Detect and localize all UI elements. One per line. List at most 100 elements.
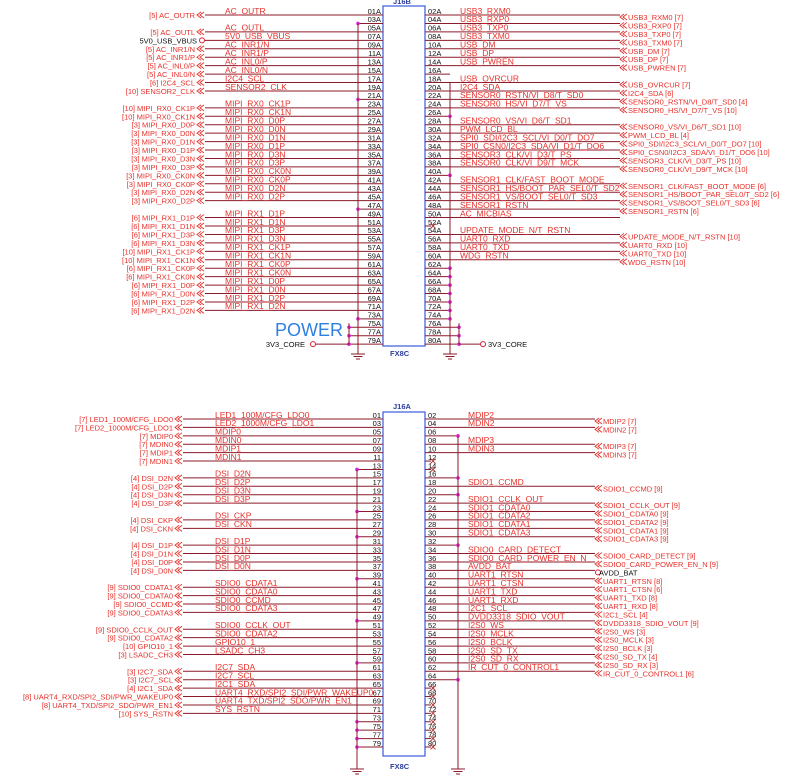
pin-number: 77A bbox=[368, 328, 381, 337]
offpage-label: UART0_TXD [10] bbox=[628, 249, 686, 258]
offpage-arrow-icon bbox=[174, 457, 183, 465]
pin-number: 43A bbox=[368, 184, 381, 193]
pin-number: 37 bbox=[373, 562, 381, 571]
offpage-label: SPI0_SDI/I2C3_SCL/VI_D0/T_DO7 [10] bbox=[628, 140, 761, 149]
net-label: MIPI_RX0_D1N bbox=[225, 132, 285, 142]
net-label: UART4_TXD/SPI2_SDO/PWR_EN1 bbox=[215, 696, 352, 706]
offpage-arrow-icon bbox=[196, 11, 205, 19]
offpage-label: [10] MIPI_RX1_CK1P bbox=[122, 247, 195, 256]
pin-number: 39 bbox=[373, 571, 381, 580]
net-label: MIPI_RX1_CK1N bbox=[225, 251, 291, 261]
pin-number: 29A bbox=[368, 125, 381, 134]
pin-number: 30 bbox=[428, 529, 436, 538]
offpage-label: USB3_TXM0 [7] bbox=[628, 38, 682, 47]
pin-number: 23 bbox=[373, 503, 381, 512]
connector-ref: J16B bbox=[393, 0, 412, 6]
offpage-label: PWM_LCD_BL [4] bbox=[628, 131, 689, 140]
offpage-label: SDIO1_CCMD [9] bbox=[603, 484, 663, 493]
net-label: MDIN0 bbox=[215, 435, 242, 445]
net-label: SDIO1_CCMD bbox=[468, 477, 524, 487]
offpage-label: SDIO0_CARD_POWER_EN_N [9] bbox=[603, 560, 718, 569]
offpage-label: [3] MIPI_RX0_D3N bbox=[131, 154, 195, 163]
offpage-label: [9] SDIO0_CDATA0 bbox=[107, 592, 173, 601]
pin-number: 44 bbox=[428, 587, 436, 596]
pin-number: 06A bbox=[428, 24, 441, 33]
net-label: MDIP1 bbox=[215, 443, 241, 453]
offpage-label: UART1_RTSN [8] bbox=[603, 577, 662, 586]
net-label: DSI_D0N bbox=[215, 561, 251, 571]
offpage-label: [6] MIPI_RX1_D3N bbox=[131, 239, 195, 248]
offpage-arrow-icon bbox=[619, 182, 628, 190]
net-label: AC_OUTL bbox=[225, 23, 264, 33]
offpage-label: USB3_RXP0 [7] bbox=[628, 21, 682, 30]
offpage-arrow-icon bbox=[174, 642, 183, 650]
net-label: I2S0_BCLK bbox=[468, 637, 513, 647]
pin-number: 14A bbox=[428, 57, 441, 66]
net-label: SENSOR2_CLK bbox=[225, 82, 287, 92]
net-label: AC_MICBIAS bbox=[460, 208, 512, 218]
pin-number: 71A bbox=[368, 302, 381, 311]
pin-number: 54A bbox=[428, 226, 441, 235]
offpage-arrow-icon bbox=[174, 634, 183, 642]
pin-number: 78 bbox=[428, 730, 436, 739]
offpage-label: WDG_RSTN [10] bbox=[628, 258, 686, 267]
offpage-arrow-icon bbox=[594, 669, 603, 677]
pin-number: 41 bbox=[373, 579, 381, 588]
net-label: MIPI_RX0_D1P bbox=[225, 141, 285, 151]
pin-number: 66A bbox=[428, 277, 441, 286]
pin-number: 77 bbox=[373, 730, 381, 739]
no-connect-icon bbox=[430, 685, 436, 691]
offpage-arrow-icon bbox=[619, 38, 628, 46]
offpage-label: SENSOR0_HS/VI_D7/T_VS [10] bbox=[628, 106, 737, 115]
no-connect-icon bbox=[430, 710, 436, 717]
offpage-label: MDIP3 [7] bbox=[603, 442, 636, 451]
net-label: PWM_LCD_BL bbox=[460, 124, 518, 134]
net-label: DSI_D1P bbox=[215, 536, 251, 546]
offpage-label: [4] DSI_CKN bbox=[130, 524, 173, 533]
offpage-arrow-icon bbox=[174, 709, 183, 717]
offpage-label: SDIO1_CDATA0 [9] bbox=[603, 510, 669, 519]
pin-number: 28 bbox=[428, 520, 436, 529]
offpage-arrow-icon bbox=[196, 172, 205, 179]
net-label: MDIN1 bbox=[215, 452, 242, 462]
net-label: UART0_TXD bbox=[460, 242, 509, 252]
pin-number: 44A bbox=[428, 184, 441, 193]
offpage-arrow-icon bbox=[594, 426, 603, 433]
offpage-label: [5] AC_INR1/P bbox=[146, 53, 195, 62]
net-label: SENSOR1_CLK/FAST_BOOT_MODE bbox=[460, 175, 605, 185]
net-label: UART0_RXD bbox=[460, 234, 510, 244]
pin-number: 49 bbox=[373, 613, 381, 622]
offpage-arrow-icon bbox=[196, 87, 205, 95]
pin-number: 13 bbox=[373, 461, 381, 470]
pin-number: 09A bbox=[368, 41, 381, 50]
pin-number: 80A bbox=[428, 336, 441, 345]
connector-part: FX8C bbox=[390, 762, 410, 771]
pin-number: 14 bbox=[428, 461, 436, 470]
offpage-arrow-icon bbox=[174, 499, 183, 507]
offpage-arrow-icon bbox=[619, 190, 628, 198]
net-label: SENSOR1_RSTN bbox=[460, 200, 529, 210]
offpage-arrow-icon bbox=[174, 449, 183, 456]
pin-number: 42 bbox=[428, 579, 436, 588]
offpage-arrow-icon bbox=[174, 693, 183, 700]
offpage-arrow-icon bbox=[174, 440, 183, 448]
offpage-arrow-icon bbox=[619, 258, 628, 266]
pin-number: 54 bbox=[428, 629, 436, 638]
offpage-label: SENSOR0_VS/VI_D6/T_SD1 [10] bbox=[628, 123, 741, 132]
net-label: MIPI_RX0_CK0N bbox=[225, 166, 291, 176]
offpage-arrow-icon bbox=[196, 138, 205, 145]
offpage-label: [4] DSI_D0P bbox=[131, 558, 173, 567]
pin-number: 10 bbox=[428, 444, 436, 453]
pin-number: 67 bbox=[373, 688, 381, 697]
offpage-arrow-icon bbox=[196, 129, 205, 137]
no-connect-icon bbox=[430, 735, 436, 742]
offpage-label: [4] DSI_D1P bbox=[131, 541, 173, 550]
offpage-arrow-icon bbox=[619, 30, 628, 38]
pin-number: 32 bbox=[428, 537, 436, 546]
pin-number: 50A bbox=[428, 209, 441, 218]
offpage-arrow-icon bbox=[619, 55, 628, 63]
offpage-label: [9] SDIO0_CDATA3 bbox=[107, 608, 173, 617]
offpage-label: I2S0_WS [3] bbox=[603, 627, 645, 636]
offpage-arrow-icon bbox=[196, 53, 205, 61]
